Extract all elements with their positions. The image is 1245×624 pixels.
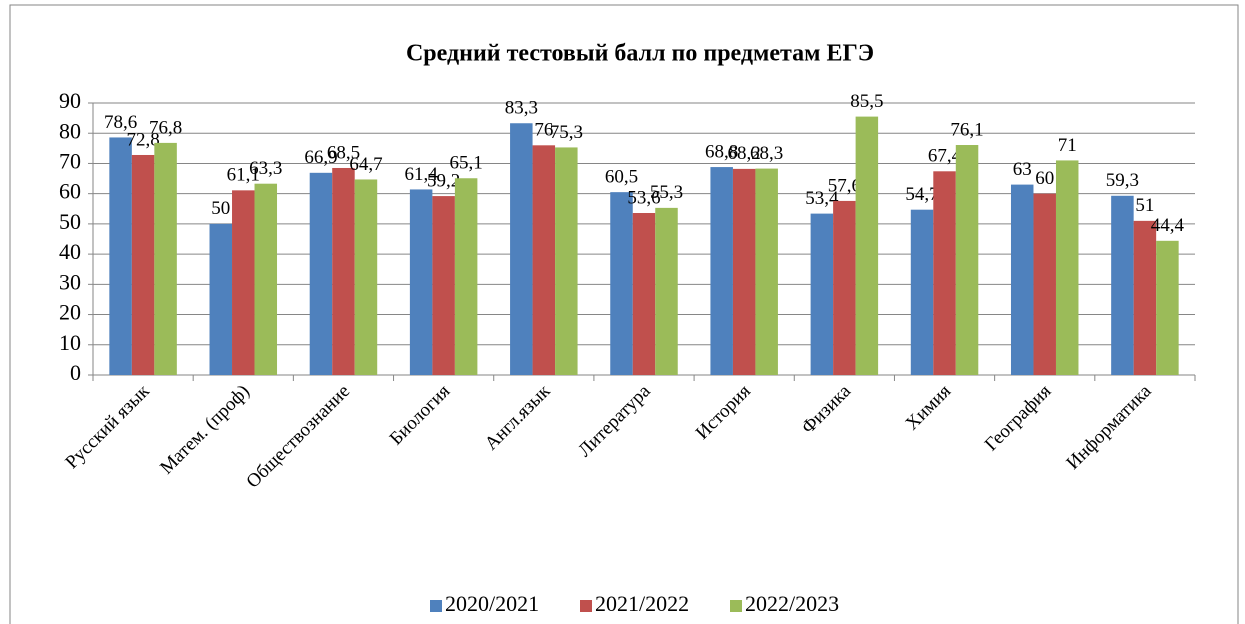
bar [109,137,132,375]
bar [710,167,733,375]
bar [510,123,533,375]
y-tick-label: 90 [59,88,81,113]
bar [154,142,177,375]
y-tick-label: 50 [59,209,81,234]
data-label: 61,1 [227,165,260,186]
data-label: 59,2 [427,170,460,191]
data-label: 61,4 [405,164,439,185]
bar [232,190,255,375]
bar [1156,240,1179,375]
bar [1133,220,1157,375]
data-label: 57,6 [828,175,861,196]
y-tick-label: 30 [59,269,81,294]
bar [810,213,834,375]
data-label: 50 [211,198,230,219]
bar [1033,193,1056,375]
legend-label: 2021/2022 [595,591,689,616]
data-label: 66,9 [304,147,337,168]
legend-label: 2022/2023 [745,591,839,616]
data-label: 63 [1013,159,1032,180]
bar [309,172,333,375]
y-tick-label: 10 [59,330,81,355]
legend-swatch [730,600,742,612]
data-label: 68,3 [750,143,783,164]
bar [933,171,956,375]
bar [833,200,856,375]
bar [655,207,678,375]
bar [555,147,578,375]
bar [955,145,979,375]
bar [254,183,278,375]
legend-swatch [580,600,592,612]
data-label: 68,2 [728,143,761,164]
y-tick-label: 20 [59,300,81,325]
data-label: 51 [1135,195,1154,216]
bar [1010,184,1034,375]
chart-title: Средний тестовый балл по предметам ЕГЭ [406,41,874,67]
bar [409,189,433,375]
y-tick-label: 70 [59,148,81,173]
data-label: 60 [1035,168,1054,189]
data-label: 83,3 [505,98,538,119]
bar [532,145,556,375]
bar [209,223,233,375]
data-label: 76 [534,120,553,141]
data-label: 85,5 [850,91,883,112]
data-label: 76,1 [950,119,983,140]
bar [755,168,778,375]
legend-label: 2020/2021 [445,591,539,616]
data-label: 76,8 [149,117,182,138]
data-label: 64,7 [349,154,382,175]
bar [454,178,478,375]
bar [732,168,756,375]
bar [610,192,633,375]
data-label: 68,5 [327,142,360,163]
data-label: 67,4 [928,146,962,167]
y-tick-label: 60 [59,179,81,204]
data-label: 63,3 [249,158,282,179]
data-label: 65,1 [450,153,483,174]
data-label: 55,3 [650,182,683,203]
bar [432,196,455,375]
legend-swatch [430,600,442,612]
bar [1055,160,1079,375]
bar [632,213,656,375]
y-tick-label: 80 [59,118,81,143]
data-label: 71 [1058,135,1077,156]
y-tick-label: 40 [59,239,81,264]
bar [910,209,934,375]
data-label: 53,4 [805,188,839,209]
bar [855,116,879,375]
bar [332,167,355,375]
data-label: 53,6 [627,187,660,208]
y-tick-label: 0 [70,360,81,385]
data-label: 78,6 [104,112,137,133]
data-label: 60,5 [605,167,638,188]
data-label: 72,8 [126,129,159,150]
data-label: 75,3 [550,122,583,143]
data-label: 44,4 [1151,215,1185,236]
bar [1111,195,1134,375]
data-label: 59,3 [1106,170,1139,191]
data-label: 54,7 [905,184,938,205]
data-label: 68,8 [705,141,738,162]
bar [354,179,378,375]
bar [131,154,155,375]
